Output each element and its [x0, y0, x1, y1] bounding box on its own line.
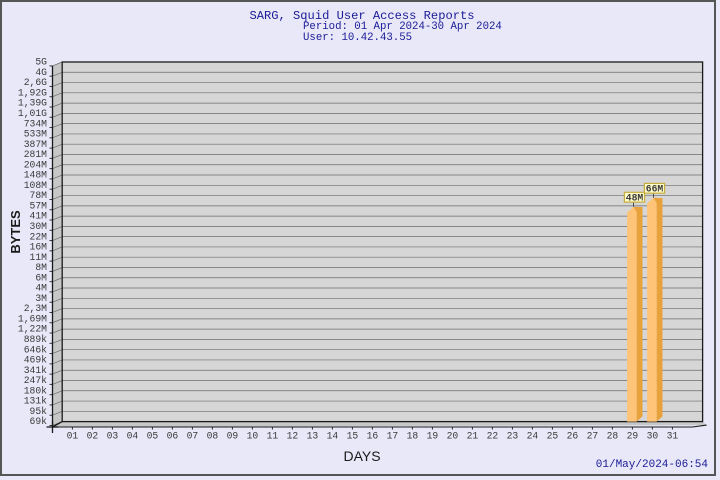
svg-text:69k: 69k	[30, 416, 48, 427]
svg-text:06: 06	[167, 431, 179, 442]
svg-text:14: 14	[327, 431, 339, 442]
svg-text:20: 20	[447, 431, 459, 442]
svg-text:48M: 48M	[626, 192, 644, 203]
svg-text:26: 26	[567, 431, 579, 442]
svg-text:13: 13	[307, 431, 319, 442]
svg-text:12: 12	[287, 431, 299, 442]
svg-text:05: 05	[147, 431, 159, 442]
svg-text:03: 03	[107, 431, 119, 442]
svg-text:66M: 66M	[646, 184, 664, 195]
svg-text:25: 25	[547, 431, 559, 442]
svg-text:19: 19	[427, 431, 439, 442]
svg-text:16: 16	[367, 431, 379, 442]
svg-text:29: 29	[627, 431, 639, 442]
svg-text:01: 01	[67, 431, 79, 442]
svg-text:21: 21	[467, 431, 479, 442]
svg-text:08: 08	[207, 431, 219, 442]
svg-text:28: 28	[607, 431, 619, 442]
svg-text:30: 30	[647, 431, 659, 442]
svg-text:09: 09	[227, 431, 239, 442]
svg-text:04: 04	[127, 431, 139, 442]
svg-text:10: 10	[247, 431, 259, 442]
svg-text:11: 11	[267, 431, 279, 442]
svg-text:24: 24	[527, 431, 539, 442]
svg-text:31: 31	[667, 431, 679, 442]
svg-text:18: 18	[407, 431, 419, 442]
svg-text:07: 07	[187, 431, 199, 442]
svg-text:15: 15	[347, 431, 359, 442]
svg-text:27: 27	[587, 431, 599, 442]
svg-text:22: 22	[487, 431, 499, 442]
svg-text:23: 23	[507, 431, 519, 442]
svg-text:17: 17	[387, 431, 399, 442]
svg-text:02: 02	[87, 431, 99, 442]
